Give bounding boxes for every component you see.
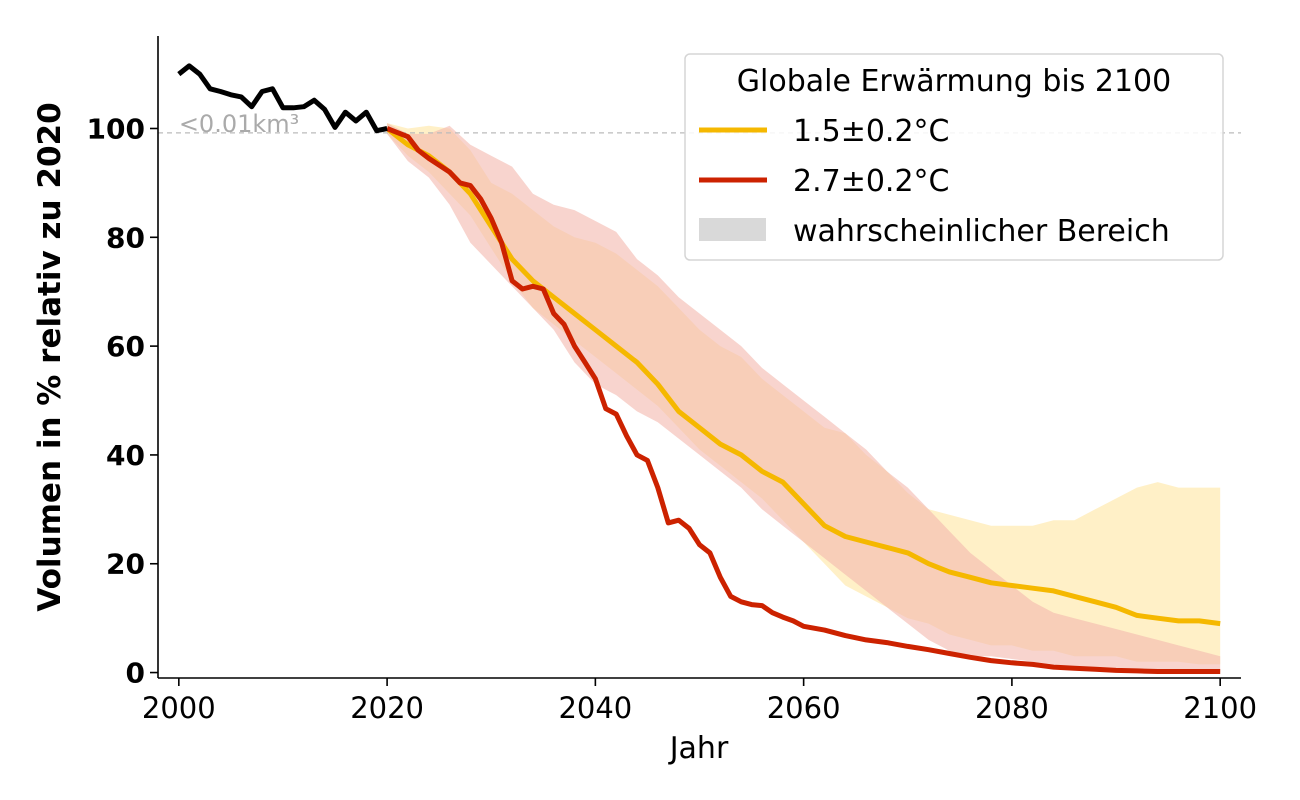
y-tick-label: 0	[126, 657, 145, 690]
legend-label-high: 2.7±0.2°C	[793, 164, 950, 199]
legend-label-range: wahrscheinlicher Bereich	[793, 214, 1170, 249]
y-axis-label: Volumen in % relativ zu 2020	[32, 102, 68, 611]
x-tick-label: 2080	[975, 691, 1049, 725]
legend-frame	[684, 53, 1224, 261]
y-tick-label: 100	[87, 112, 145, 145]
x-tick-label: 2040	[558, 691, 632, 725]
uncertainty-bands	[387, 123, 1221, 673]
x-tick-label: 2100	[1183, 691, 1257, 725]
axes	[157, 36, 1241, 679]
y-ticks: 0 20 40 60 80 100	[87, 112, 158, 690]
x-tick-label: 2000	[142, 691, 216, 725]
legend: Globale Erwärmung bis 2100 1.5±0.2°C 2.7…	[684, 53, 1224, 261]
x-tick-label: 2060	[767, 691, 841, 725]
series-lines	[177, 63, 1221, 674]
y-tick-label: 40	[106, 439, 145, 472]
series-line-history	[177, 63, 388, 134]
y-tick-label: 20	[106, 548, 145, 581]
series-line-low	[385, 126, 1221, 627]
x-ticks: 2000 2020 2040 2060 2080 2100	[142, 678, 1257, 725]
legend-label-low: 1.5±0.2°C	[793, 114, 950, 149]
band-high	[387, 123, 1221, 673]
y-tick-label: 60	[106, 330, 145, 363]
x-tick-label: 2020	[350, 691, 424, 725]
legend-title: Globale Erwärmung bis 2100	[737, 64, 1171, 99]
x-axis-label: Jahr	[668, 731, 729, 766]
series-line-high	[386, 126, 1221, 674]
legend-swatch-range	[699, 218, 766, 241]
y-tick-label: 80	[106, 221, 145, 254]
reference-annotation: <0.01km³	[179, 110, 299, 138]
